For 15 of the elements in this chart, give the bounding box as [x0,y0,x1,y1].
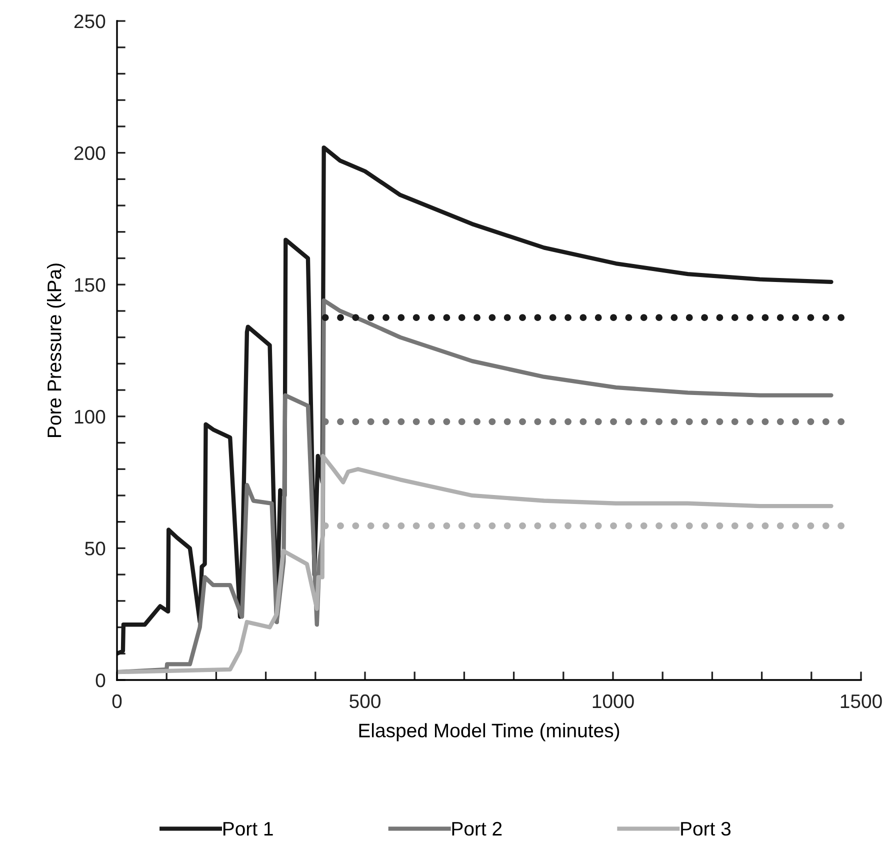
y-tick-label: 50 [85,542,106,556]
x-axis-title: Elasped Model Time (minutes) [359,723,620,742]
y-tick-label: 250 [74,14,106,28]
y-tick-label: 0 [96,673,106,688]
x-tick-label: 0 [112,694,122,708]
x-tick-label: 500 [350,694,380,708]
legend-label: Port 3 [681,822,731,836]
legend-label: Port 1 [223,822,273,836]
y-tick-label: 150 [74,278,106,292]
y-tick-label: 200 [74,146,106,160]
legend-label: Port 2 [452,822,502,836]
x-tick-label: 1500 [840,694,882,708]
x-tick-label: 1000 [592,694,634,708]
y-tick-label: 100 [74,410,106,424]
y-axis-title: Pore Pressure (kPa) [46,264,66,437]
